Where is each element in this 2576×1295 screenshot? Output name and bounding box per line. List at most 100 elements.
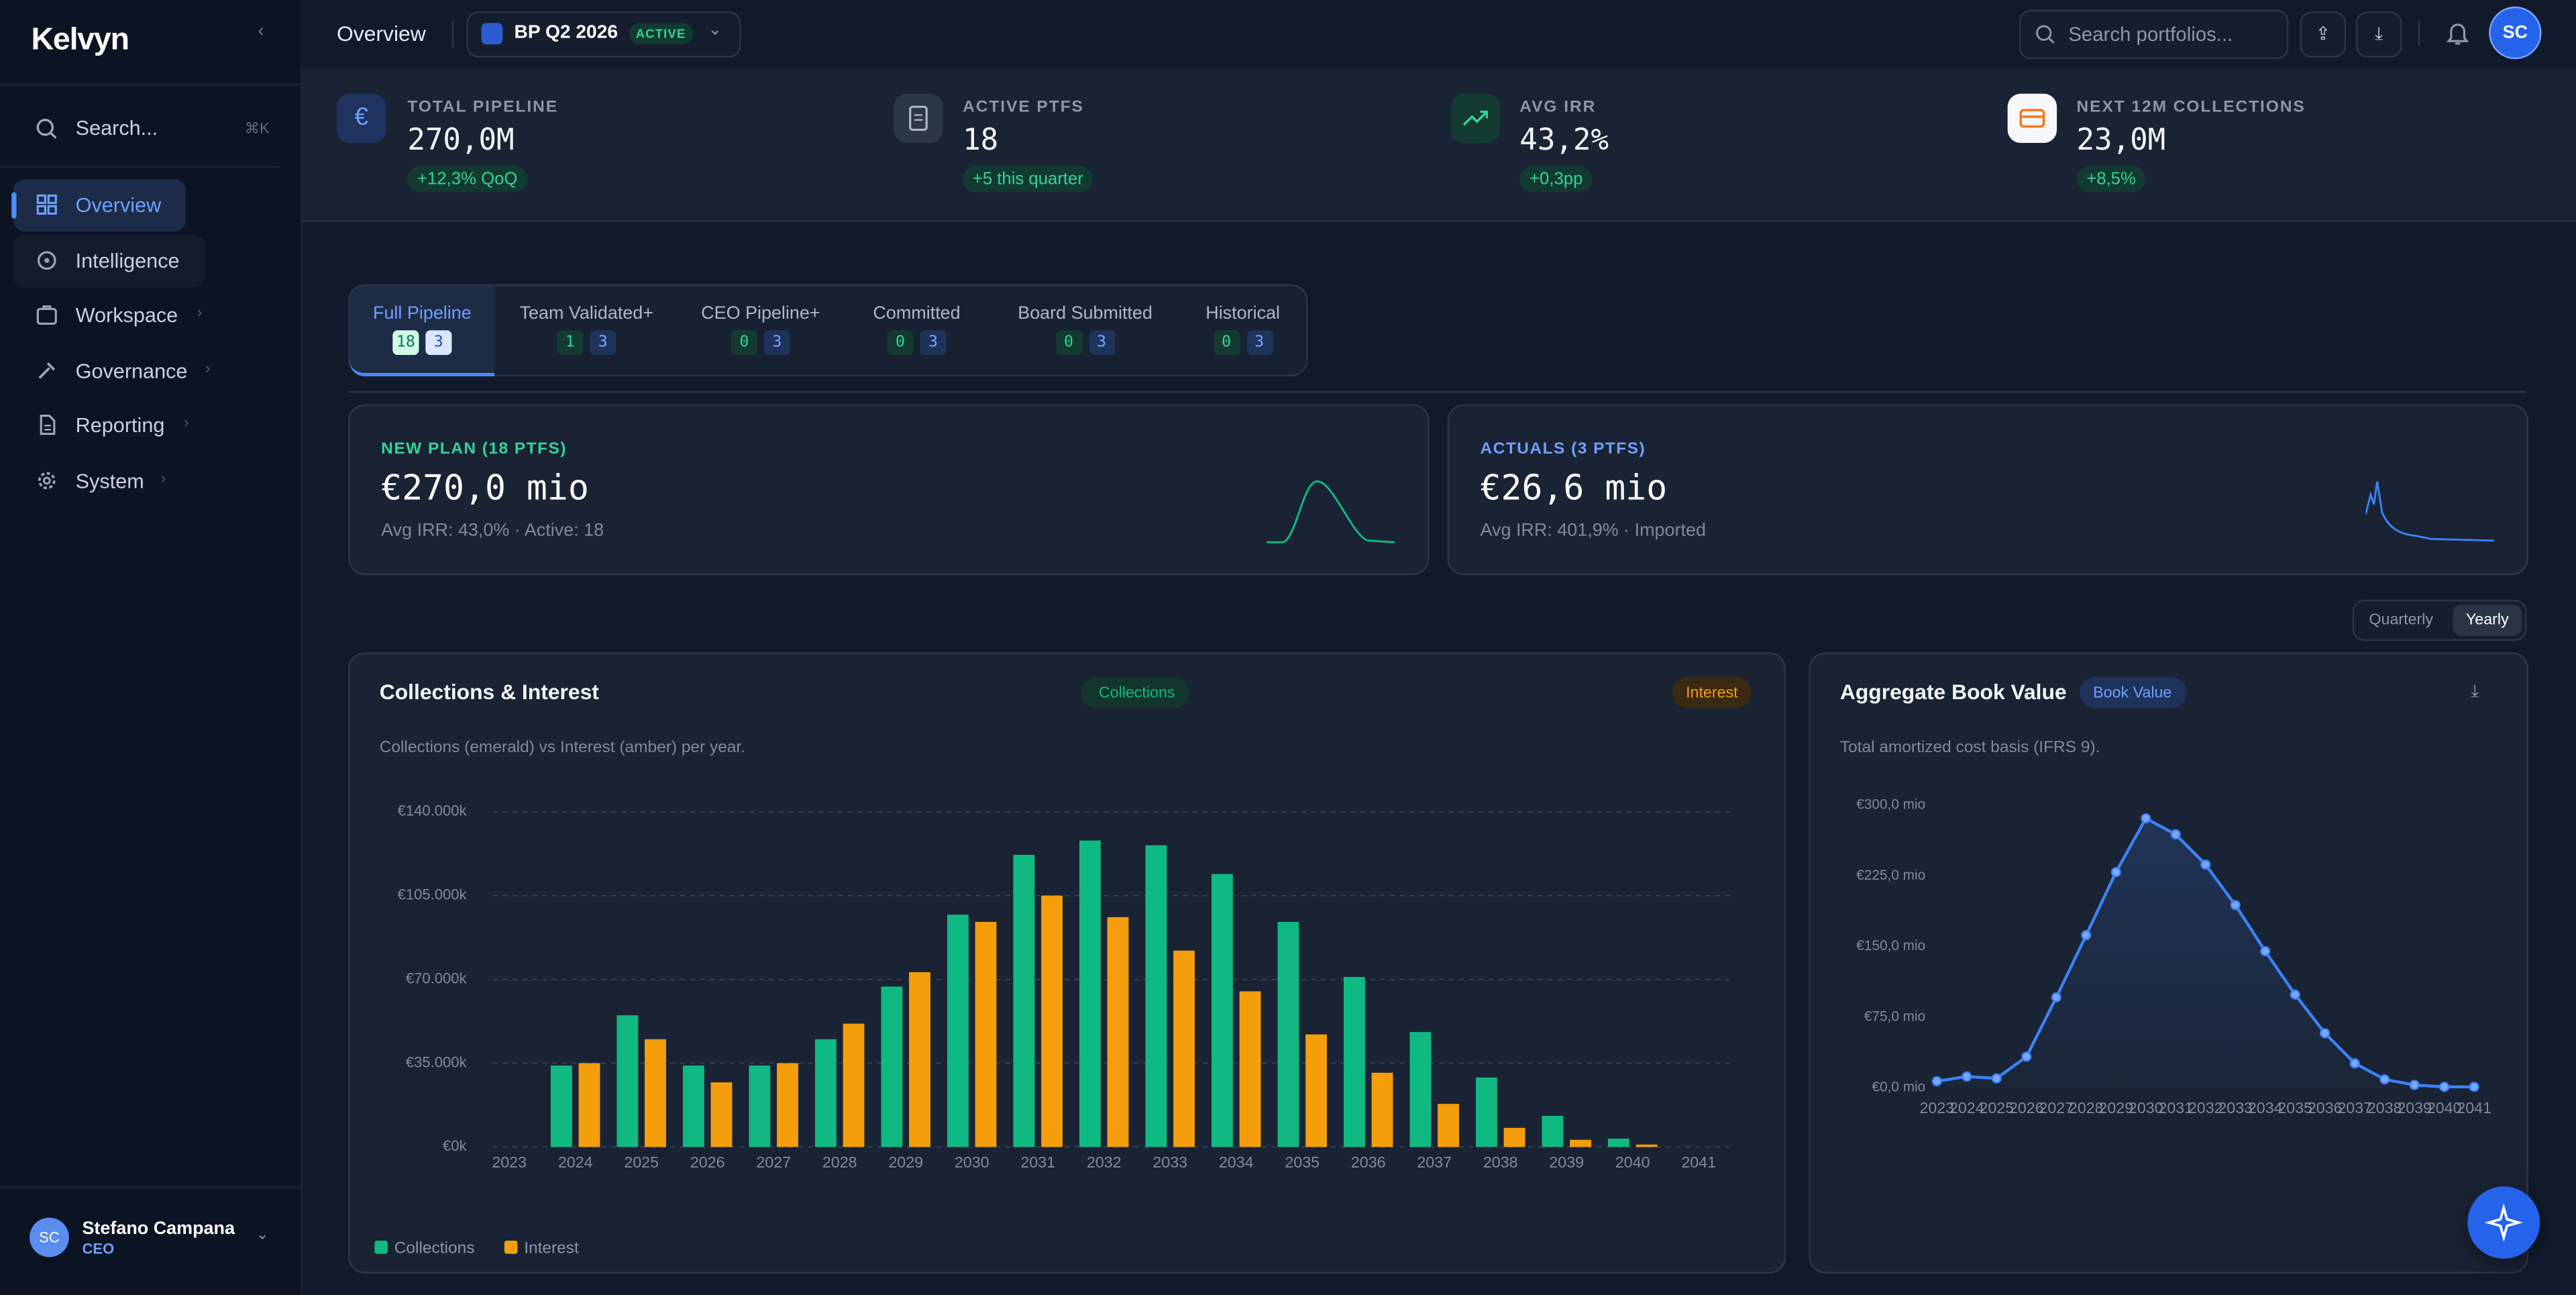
- x-tick-label: 2035: [2277, 1099, 2312, 1117]
- bar: [777, 1063, 798, 1147]
- nav-item[interactable]: Intelligence: [13, 235, 206, 288]
- tab[interactable]: Historical 0 3: [1179, 286, 1306, 376]
- kpi-label: AVG IRR: [1519, 98, 1597, 117]
- user-name: Stefano Campana: [82, 1219, 235, 1239]
- y-tick-label: €70.000k: [406, 970, 468, 986]
- bar: [1211, 874, 1233, 1147]
- tab-count: 0: [887, 330, 914, 355]
- toggle-option[interactable]: Quarterly: [2369, 611, 2434, 629]
- sidebar-search[interactable]: Search... ⌘K: [13, 105, 276, 152]
- nav-label: Governance: [75, 360, 188, 383]
- point: [2439, 1082, 2450, 1092]
- kpi-icon: [1450, 93, 1500, 144]
- plan-label: NEW PLAN (18 PTFS): [381, 440, 567, 459]
- tab-label: Historical: [1205, 304, 1281, 324]
- sparkline: [2365, 481, 2494, 542]
- x-tick-label: 2037: [1417, 1153, 1452, 1171]
- tab[interactable]: Full Pipeline 18 3: [350, 286, 495, 376]
- tab-count: 3: [1246, 330, 1273, 355]
- y-tick-label: €140.000k: [398, 802, 468, 819]
- bar: [1608, 1138, 1629, 1147]
- point: [2200, 859, 2211, 870]
- nav-item[interactable]: Workspace ›: [13, 289, 227, 342]
- user-avatar[interactable]: SC: [2489, 6, 2542, 60]
- x-tick-label: 2030: [955, 1153, 989, 1171]
- page-title: Overview: [337, 21, 426, 46]
- plan-name: BP Q2 2026: [514, 23, 619, 43]
- nav-label: System: [75, 470, 144, 493]
- user-role: CEO: [82, 1240, 115, 1257]
- sidebar: Kelvyn ‹ Search... ⌘K Overview Intellige…: [0, 0, 303, 1295]
- nav-item[interactable]: Governance ›: [13, 345, 227, 397]
- period-toggle: Quarterly Yearly: [2352, 599, 2527, 641]
- bar: [1438, 1104, 1459, 1147]
- search-placeholder: Search...: [75, 116, 158, 140]
- notifications[interactable]: [2447, 19, 2469, 46]
- download-button[interactable]: ⤓: [2355, 11, 2402, 58]
- bar: [1503, 1127, 1525, 1147]
- search-placeholder: Search portfolios...: [2068, 23, 2233, 46]
- nav-label: Workspace: [75, 304, 178, 327]
- toggle-option[interactable]: Yearly: [2453, 605, 2522, 636]
- bar: [1145, 845, 1167, 1147]
- kpi-label: NEXT 12M COLLECTIONS: [2076, 98, 2306, 117]
- bar: [1542, 1115, 1564, 1147]
- tab[interactable]: CEO Pipeline+ 0 3: [678, 286, 843, 376]
- point: [2320, 1028, 2330, 1039]
- plan-card[interactable]: ACTUALS (3 PTFS) €26,6 mio Avg IRR: 401,…: [1447, 404, 2528, 576]
- x-tick-label: 2034: [2248, 1099, 2283, 1117]
- x-tick-label: 2025: [624, 1153, 659, 1171]
- plan-selector[interactable]: BP Q2 2026 ACTIVE ⌄: [466, 11, 741, 58]
- bar: [550, 1066, 572, 1147]
- tab[interactable]: Committed 0 3: [843, 286, 990, 376]
- nav-item[interactable]: Overview: [11, 178, 186, 232]
- point: [2260, 946, 2271, 957]
- legend-badge: [1672, 676, 1752, 709]
- plan-card[interactable]: NEW PLAN (18 PTFS) €270,0 mio Avg IRR: 4…: [348, 404, 1430, 576]
- assistant-button[interactable]: [2467, 1186, 2540, 1259]
- tab-label: CEO Pipeline+: [701, 304, 820, 324]
- bar: [1239, 991, 1261, 1147]
- bar: [1305, 1034, 1327, 1147]
- legend-label: Collections: [394, 1239, 475, 1257]
- tab[interactable]: Team Validated+ 1 3: [494, 286, 678, 376]
- point: [2409, 1080, 2420, 1090]
- y-tick-label: €150,0 mio: [1856, 938, 1925, 953]
- bar: [682, 1066, 704, 1147]
- bar: [1013, 855, 1035, 1147]
- x-tick-label: 2033: [2218, 1099, 2253, 1117]
- y-tick-label: €105.000k: [398, 886, 468, 903]
- kpi-label: TOTAL PIPELINE: [407, 98, 559, 117]
- kpi-icon: €: [337, 93, 386, 144]
- point: [2379, 1074, 2390, 1085]
- y-tick-label: €300,0 mio: [1856, 797, 1925, 813]
- user-menu[interactable]: ⌄: [256, 1225, 269, 1243]
- x-tick-label: 2040: [2427, 1099, 2462, 1117]
- upload-button[interactable]: ⇪: [2300, 11, 2347, 58]
- point: [1991, 1073, 2002, 1084]
- collapse-button[interactable]: ‹: [258, 21, 264, 42]
- nav-item[interactable]: System ›: [13, 455, 194, 507]
- bar: [1277, 921, 1299, 1147]
- x-tick-label: 2034: [1219, 1153, 1254, 1171]
- bar: [578, 1063, 600, 1147]
- chart-download[interactable]: ⤓: [2471, 682, 2479, 702]
- point: [1931, 1076, 1942, 1086]
- tab-count: 3: [590, 330, 616, 355]
- x-tick-label: 2041: [1681, 1153, 1716, 1171]
- tab-count: 3: [763, 330, 790, 355]
- nav-label: Reporting: [75, 414, 165, 437]
- nav-item[interactable]: Reporting ›: [13, 399, 211, 452]
- x-tick-label: 2038: [1483, 1153, 1518, 1171]
- user-avatar: SC: [30, 1217, 69, 1257]
- bar: [843, 1023, 865, 1147]
- tab-count: 3: [425, 330, 452, 355]
- y-tick-label: €0,0 mio: [1872, 1080, 1925, 1095]
- bar: [1371, 1072, 1393, 1147]
- point: [2051, 992, 2061, 1003]
- x-tick-label: 2040: [1615, 1153, 1650, 1171]
- tab[interactable]: Board Submitted 0 3: [991, 286, 1180, 376]
- portfolio-search[interactable]: Search portfolios...: [2019, 9, 2289, 60]
- tab-count: 0: [731, 330, 757, 355]
